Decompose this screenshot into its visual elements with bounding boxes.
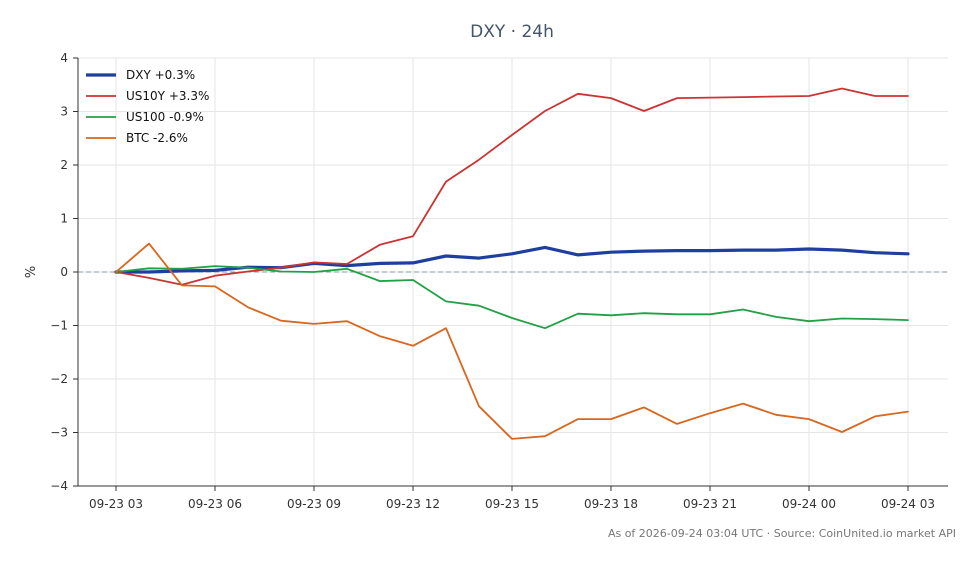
y-tick-label: 0 bbox=[60, 265, 68, 279]
x-tick-label: 09-23 12 bbox=[386, 497, 440, 511]
legend-label: US100 -0.9% bbox=[126, 110, 204, 124]
series-line-btc bbox=[115, 242, 909, 440]
chart-title: DXY · 24h bbox=[470, 22, 554, 42]
y-tick-label: −3 bbox=[50, 426, 68, 440]
y-tick-label: 2 bbox=[60, 158, 68, 172]
x-tick-label: 09-23 15 bbox=[485, 497, 539, 511]
series-line-us100 bbox=[115, 265, 909, 330]
x-tick-label: 09-23 03 bbox=[89, 497, 143, 511]
series-lines bbox=[114, 87, 910, 440]
x-tick-label: 09-23 18 bbox=[584, 497, 638, 511]
series-line-us10y bbox=[115, 87, 909, 286]
x-tick-label: 09-23 06 bbox=[188, 497, 242, 511]
y-axis-label: % bbox=[24, 266, 39, 278]
legend-label: US10Y +3.3% bbox=[126, 89, 209, 103]
legend: DXY +0.3% US10Y +3.3% US100 -0.9% BTC -2.6% bbox=[86, 68, 209, 145]
x-tick-label: 09-23 09 bbox=[287, 497, 341, 511]
footer-source: As of 2026-09-24 03:04 UTC · Source: Coi… bbox=[608, 527, 956, 540]
y-tick-label: −2 bbox=[50, 372, 68, 386]
y-tick-label: −4 bbox=[50, 479, 68, 493]
y-tick-label: 3 bbox=[60, 105, 68, 119]
axes: 4 3 2 1 0 −1 −2 −3 −4 09-23 03 09-23 06 09-23 09 09-… bbox=[50, 51, 948, 511]
x-tick-label: 09-23 21 bbox=[683, 497, 737, 511]
y-tick-label: −1 bbox=[50, 319, 68, 333]
legend-label: BTC -2.6% bbox=[126, 131, 188, 145]
y-tick-label: 4 bbox=[60, 51, 68, 65]
y-tick-label: 1 bbox=[60, 212, 68, 226]
x-tick-label: 09-24 00 bbox=[782, 497, 836, 511]
x-tick-label: 09-24 03 bbox=[881, 497, 935, 511]
legend-label: DXY +0.3% bbox=[126, 68, 195, 82]
